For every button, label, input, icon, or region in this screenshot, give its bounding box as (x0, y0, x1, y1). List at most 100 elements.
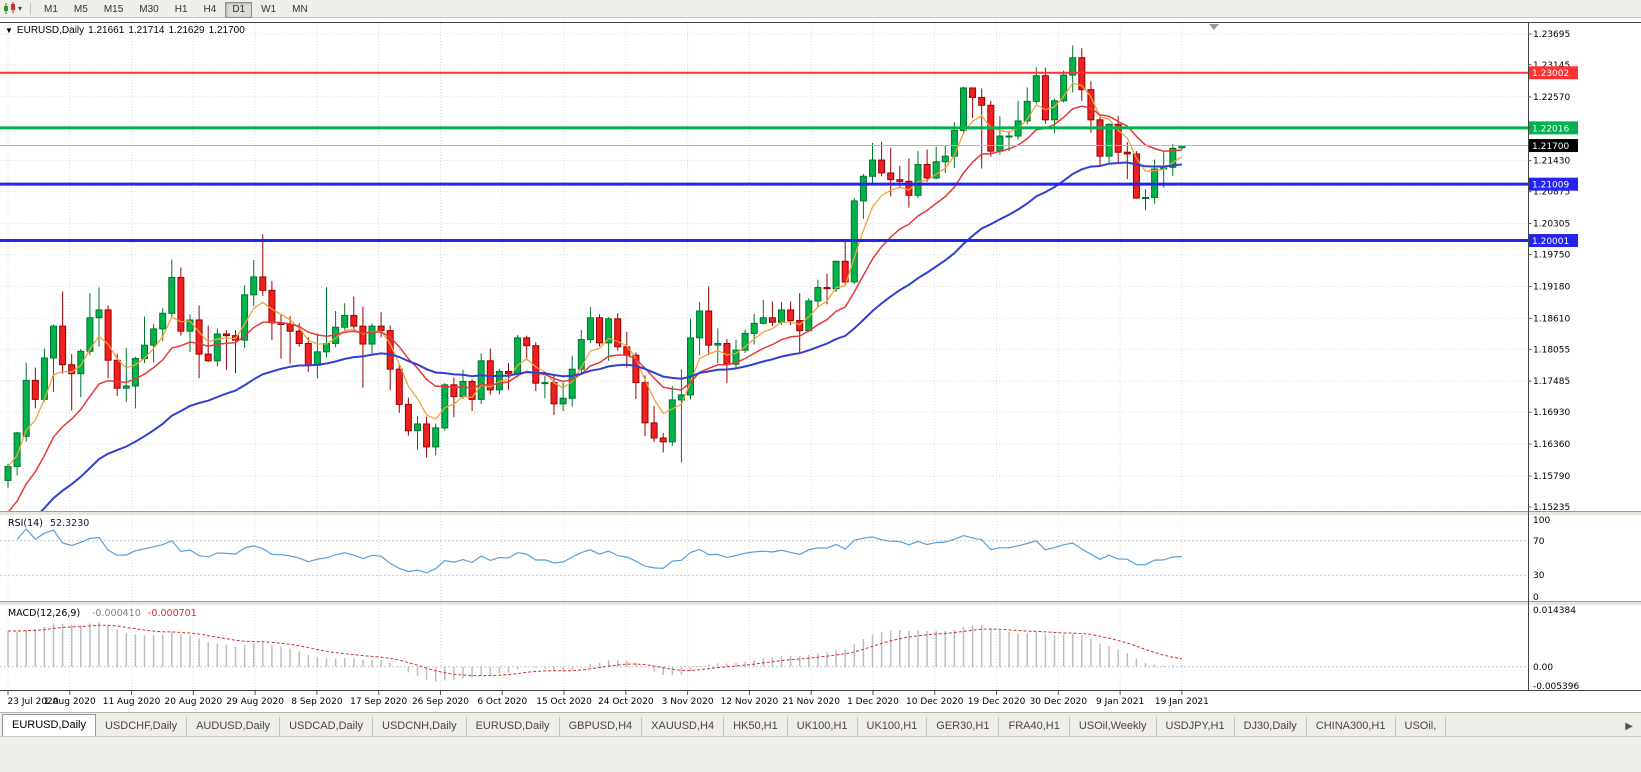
tab-usdcad-daily[interactable]: USDCAD,Daily (280, 717, 374, 736)
price-line-axis-badge-label: 1.22016 (1532, 124, 1569, 134)
tab-fra40-h1[interactable]: FRA40,H1 (999, 717, 1070, 736)
bear-candle (1114, 123, 1122, 153)
bear-candle (659, 437, 667, 443)
bull-candle (1105, 123, 1113, 157)
chart-area[interactable]: 1.23695 1.23145 1.22570 1.21430 1.20875 1.203… (0, 18, 1641, 712)
tab-eurusd-daily[interactable]: EURUSD,Daily (2, 714, 96, 736)
tab-usoil-weekly[interactable]: USOil,Weekly (1070, 717, 1157, 736)
macd-scale-label: -0.005396 (1533, 682, 1579, 692)
chart-background (0, 18, 1641, 712)
price-tick-label: 1.17485 (1533, 377, 1570, 387)
price-tick-label: 1.19750 (1533, 251, 1570, 261)
bear-candle (841, 260, 849, 283)
bull-candle (1060, 74, 1068, 102)
bull-candle (241, 294, 249, 341)
bull-candle (996, 135, 1004, 152)
bull-candle (932, 161, 940, 179)
chart-close-value: 1.21700 (208, 25, 245, 36)
bull-candle (914, 164, 922, 196)
tab-usdchf-daily[interactable]: USDCHF,Daily (96, 717, 188, 736)
tab-scroll-right-icon[interactable]: ▶ (1625, 721, 1633, 732)
candlestick-chart-icon[interactable] (2, 2, 18, 16)
chart-shift-marker-icon (1209, 24, 1219, 30)
chart-low-value: 1.21629 (168, 25, 205, 36)
timeframe-w1-button[interactable]: W1 (254, 2, 283, 18)
bear-candle (796, 320, 804, 332)
date-label: 8 Sep 2020 (291, 697, 343, 707)
bear-candle (195, 319, 203, 355)
rsi-scale-label: 30 (1533, 571, 1545, 581)
timeframe-h1-button[interactable]: H1 (168, 2, 195, 18)
tab-dj30-daily[interactable]: DJ30,Daily (1235, 717, 1307, 736)
bear-candle (404, 403, 412, 432)
timeframe-mn-button[interactable]: MN (285, 2, 315, 18)
tab-usoil[interactable]: USOil, (1396, 717, 1447, 736)
tab-audusd-daily[interactable]: AUDUSD,Daily (187, 717, 281, 736)
panel-separator (0, 601, 1641, 605)
date-label: 17 Sep 2020 (350, 697, 407, 707)
tab-usdcnh-daily[interactable]: USDCNH,Daily (373, 717, 467, 736)
tab-uk100-h1[interactable]: UK100,H1 (858, 717, 928, 736)
bull-candle (168, 276, 176, 314)
bull-candle (941, 155, 949, 163)
timeframe-m5-button[interactable]: M5 (67, 2, 95, 18)
tab-ger30-h1[interactable]: GER30,H1 (927, 717, 1000, 736)
ma-medium-line (8, 105, 1182, 511)
date-label: 1 Dec 2020 (847, 697, 899, 707)
bear-candle (468, 380, 476, 400)
timeframe-m30-button[interactable]: M30 (132, 2, 165, 18)
timeframe-m15-button[interactable]: M15 (97, 2, 130, 18)
date-label: 11 Aug 2020 (103, 697, 161, 707)
chart-title: ▼ EURUSD,Daily 1.21661 1.21714 1.21629 1.2170… (5, 25, 249, 36)
date-label: 9 Jan 2021 (1096, 697, 1144, 707)
bull-candle (687, 337, 694, 396)
price-chart-canvas[interactable]: 1.23695 1.23145 1.22570 1.21430 1.20875 1.203… (0, 18, 1641, 712)
bull-candle (814, 287, 822, 302)
bull-candle (696, 310, 704, 339)
bear-candle (614, 318, 622, 348)
bull-candle (714, 342, 722, 346)
bull-candle (459, 380, 467, 398)
bear-candle (377, 325, 385, 332)
tab-eurusd-daily[interactable]: EURUSD,Daily (467, 717, 560, 736)
tab-xauusd-h4[interactable]: XAUUSD,H4 (642, 717, 725, 736)
price-tick-label: 1.23145 (1533, 61, 1570, 71)
timeframe-d1-button[interactable]: D1 (225, 2, 253, 18)
bear-candle (31, 379, 39, 400)
tab-hk50-h1[interactable]: HK50,H1 (724, 717, 788, 736)
price-line-axis-badge (1529, 234, 1578, 248)
bull-candle (805, 300, 813, 332)
timeframe-m1-button[interactable]: M1 (37, 2, 65, 18)
price-line-axis-badge (1529, 66, 1578, 80)
bull-candle (869, 159, 876, 177)
tab-uk100-h1[interactable]: UK100,H1 (788, 717, 858, 736)
bull-candle (341, 315, 349, 328)
bear-candle (1041, 75, 1049, 121)
bear-candle (1132, 153, 1140, 199)
bear-candle (978, 96, 986, 106)
bull-candle (778, 309, 785, 323)
bear-candle (423, 423, 431, 448)
macd-main-value: -0.000410 (92, 608, 141, 619)
dropdown-caret-icon[interactable]: ▾ (18, 4, 23, 13)
date-label: 30 Dec 2020 (1030, 697, 1088, 707)
bull-candle (122, 385, 130, 389)
date-label: 26 Sep 2020 (412, 697, 469, 707)
bull-candle (741, 332, 749, 351)
collapse-arrow-icon[interactable]: ▼ (5, 26, 13, 35)
bull-candle (577, 339, 585, 370)
bear-candle (768, 317, 776, 323)
date-label: 23 Jul 2020 (8, 697, 59, 707)
timeframe-h4-button[interactable]: H4 (197, 2, 224, 18)
bear-candle (304, 342, 312, 366)
tab-usdjpy-h1[interactable]: USDJPY,H1 (1157, 717, 1235, 736)
tab-china300-h1[interactable]: CHINA300,H1 (1307, 717, 1396, 736)
tab-gbpusd-h4[interactable]: GBPUSD,H4 (560, 717, 643, 736)
bear-candle (350, 315, 358, 327)
bull-candle (77, 350, 85, 375)
bear-candle (113, 359, 121, 389)
bull-candle (1023, 100, 1031, 122)
date-label: 19 Jan 2021 (1155, 697, 1209, 707)
bear-candle (632, 354, 640, 384)
